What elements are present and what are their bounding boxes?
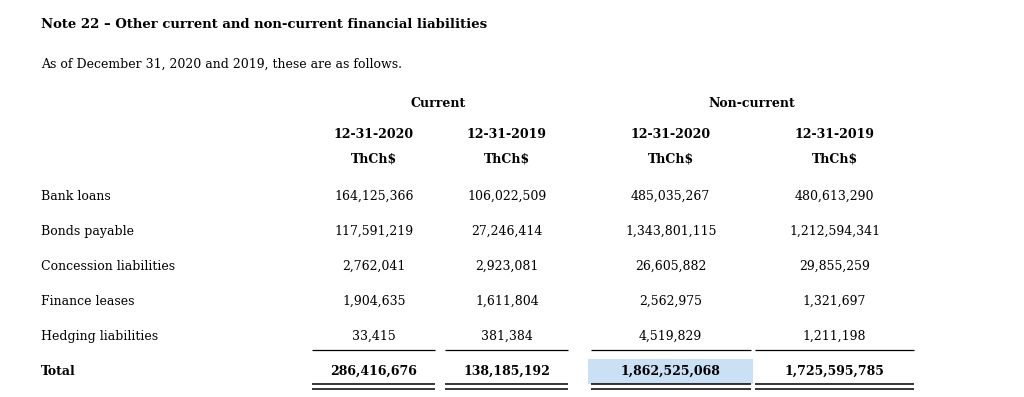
Text: 1,321,697: 1,321,697 — [803, 295, 866, 308]
Text: 1,212,594,341: 1,212,594,341 — [790, 225, 880, 238]
Text: 26,605,882: 26,605,882 — [635, 260, 707, 273]
Text: 2,762,041: 2,762,041 — [342, 260, 406, 273]
Text: 1,611,804: 1,611,804 — [475, 295, 539, 308]
Text: 12-31-2020: 12-31-2020 — [334, 129, 414, 141]
Text: 480,613,290: 480,613,290 — [795, 190, 874, 203]
Text: 12-31-2020: 12-31-2020 — [631, 129, 711, 141]
Text: 12-31-2019: 12-31-2019 — [467, 129, 547, 141]
Text: 1,211,198: 1,211,198 — [803, 330, 866, 343]
Text: Concession liabilities: Concession liabilities — [41, 260, 175, 273]
Text: 381,384: 381,384 — [481, 330, 532, 343]
Text: 117,591,219: 117,591,219 — [334, 225, 414, 238]
Text: 286,416,676: 286,416,676 — [331, 365, 417, 378]
Text: ThCh$: ThCh$ — [811, 152, 858, 165]
Text: 1,343,801,115: 1,343,801,115 — [625, 225, 717, 238]
Text: Note 22 – Other current and non-current financial liabilities: Note 22 – Other current and non-current … — [41, 18, 487, 31]
Text: Non-current: Non-current — [709, 97, 795, 110]
Text: 164,125,366: 164,125,366 — [334, 190, 414, 203]
Text: Hedging liabilities: Hedging liabilities — [41, 330, 158, 343]
Text: ThCh$: ThCh$ — [647, 152, 694, 165]
Text: 27,246,414: 27,246,414 — [471, 225, 543, 238]
Text: Finance leases: Finance leases — [41, 295, 134, 308]
Text: 29,855,259: 29,855,259 — [799, 260, 870, 273]
Text: 33,415: 33,415 — [352, 330, 395, 343]
Text: Total: Total — [41, 365, 76, 378]
Text: 1,862,525,068: 1,862,525,068 — [621, 365, 721, 378]
Text: ThCh$: ThCh$ — [350, 152, 397, 165]
Text: Current: Current — [411, 97, 466, 110]
Bar — [588, 358, 754, 384]
Text: ThCh$: ThCh$ — [483, 152, 530, 165]
Text: Bank loans: Bank loans — [41, 190, 111, 203]
Text: 138,185,192: 138,185,192 — [464, 365, 550, 378]
Text: 1,725,595,785: 1,725,595,785 — [784, 365, 885, 378]
Text: 106,022,509: 106,022,509 — [467, 190, 547, 203]
Text: As of December 31, 2020 and 2019, these are as follows.: As of December 31, 2020 and 2019, these … — [41, 58, 402, 71]
Text: 2,562,975: 2,562,975 — [639, 295, 702, 308]
Text: Bonds payable: Bonds payable — [41, 225, 134, 238]
Text: 4,519,829: 4,519,829 — [639, 330, 702, 343]
Text: 485,035,267: 485,035,267 — [631, 190, 711, 203]
Text: 12-31-2019: 12-31-2019 — [795, 129, 874, 141]
Text: 2,923,081: 2,923,081 — [475, 260, 539, 273]
Text: 1,904,635: 1,904,635 — [342, 295, 406, 308]
